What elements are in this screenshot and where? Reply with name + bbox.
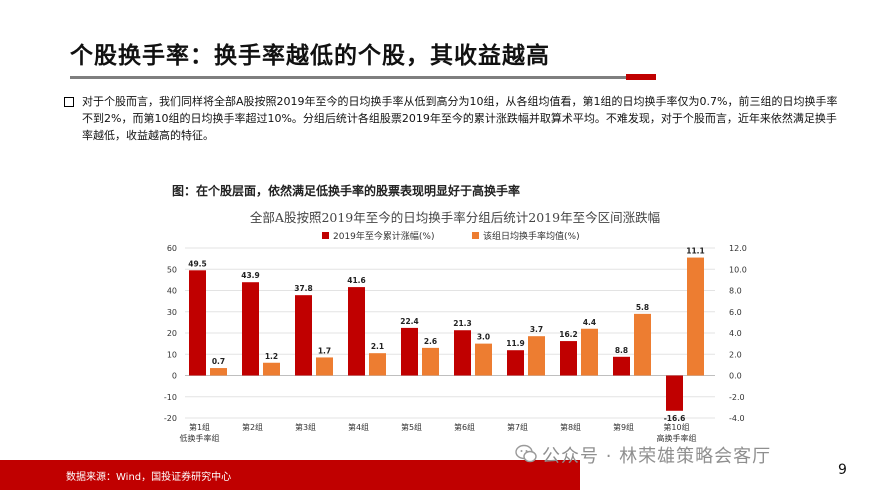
bar-turnover [210, 368, 227, 376]
legend-swatch-cumulative [322, 232, 329, 239]
data-label-turnover: 1.7 [318, 346, 331, 355]
bar-cumulative-return [454, 330, 471, 376]
y-left-tick-label: 40 [167, 287, 177, 296]
data-label-turnover: 2.6 [424, 337, 437, 346]
data-label-cumulative: 11.9 [506, 339, 525, 348]
x-category-label: 第9组 [613, 422, 634, 432]
y-left-tick-label: -10 [164, 393, 177, 402]
bar-turnover [528, 336, 545, 376]
y-right-tick-label: 2.0 [729, 350, 742, 359]
y-right-tick-label: 0.0 [729, 372, 742, 381]
bar-turnover [475, 343, 492, 376]
bar-cumulative-return [189, 270, 206, 376]
y-right-tick-label: -2.0 [729, 393, 745, 402]
bar-cumulative-return [348, 287, 365, 376]
data-label-cumulative: -16.6 [664, 414, 686, 423]
data-label-turnover: 4.4 [583, 318, 596, 327]
x-category-label: 第6组 [454, 422, 475, 432]
bullet-square-icon [64, 97, 74, 107]
data-label-cumulative: 16.2 [559, 330, 578, 339]
legend-swatch-turnover [472, 232, 479, 239]
data-label-turnover: 3.0 [477, 333, 490, 342]
bar-cumulative-return [401, 327, 418, 376]
y-right-tick-label: 12.0 [729, 244, 747, 253]
page-number: 9 [838, 462, 847, 478]
data-label-cumulative: 22.4 [400, 317, 419, 326]
x-category-label: 第1组 [189, 422, 210, 432]
x-category-sublabel: 高换手率组 [657, 433, 697, 443]
y-left-tick-label: 30 [167, 308, 177, 317]
y-right-tick-label: 8.0 [729, 287, 742, 296]
bar-cumulative-return [560, 341, 577, 376]
title-underline-accent [626, 74, 656, 80]
chart-title: 全部A股按照2019年至今的日均换手率分组后统计2019年至今区间涨跌幅 [250, 210, 660, 225]
data-source: 数据来源：Wind，国投证券研究中心 [66, 472, 232, 483]
slide-title: 个股换手率：换手率越低的个股，其收益越高 [70, 43, 550, 69]
y-left-tick-label: 50 [167, 265, 177, 274]
footer-bar [0, 460, 580, 490]
x-category-label: 第7组 [507, 422, 528, 432]
wechat-icon [515, 444, 537, 463]
bar-cumulative-return [242, 282, 259, 376]
data-label-turnover: 3.7 [530, 325, 543, 334]
data-label-turnover: 11.1 [686, 247, 705, 256]
bar-cumulative-return [507, 350, 524, 376]
data-label-turnover: 2.1 [371, 342, 384, 351]
x-category-label: 第3组 [295, 422, 316, 432]
y-left-tick-label: 10 [167, 350, 177, 359]
data-label-turnover: 1.2 [265, 352, 278, 361]
y-right-tick-label: 10.0 [729, 265, 747, 274]
data-label-turnover: 0.7 [212, 357, 225, 366]
x-category-label: 第10组 [663, 422, 689, 432]
bar-turnover [634, 313, 651, 376]
x-category-label: 第5组 [401, 422, 422, 432]
data-label-cumulative: 37.8 [294, 284, 313, 293]
figure-caption: 图：在个股层面，依然满足低换手率的股票表现明显好于高换手率 [172, 184, 521, 198]
legend-label-turnover: 该组日均换手率均值(%) [483, 230, 580, 242]
bar-turnover [263, 362, 280, 376]
x-category-label: 第8组 [560, 422, 581, 432]
legend-label-cumulative: 2019年至今累计涨幅(%) [333, 230, 434, 242]
y-left-tick-label: 0 [172, 372, 177, 381]
bar-cumulative-return [666, 375, 683, 411]
data-label-cumulative: 43.9 [241, 271, 260, 280]
y-right-tick-label: -4.0 [729, 414, 745, 423]
watermark-text: 公众号 · 林荣雄策略会客厅 [542, 446, 772, 467]
y-left-tick-label: -20 [164, 414, 177, 423]
bar-cumulative-return [613, 356, 630, 376]
x-category-label: 第4组 [348, 422, 369, 432]
title-underline [70, 76, 626, 79]
bar-turnover [316, 357, 333, 376]
bar-turnover [422, 347, 439, 376]
x-category-label: 第2组 [242, 422, 263, 432]
y-left-tick-label: 20 [167, 329, 177, 338]
y-right-tick-label: 4.0 [729, 329, 742, 338]
bar-turnover [369, 353, 386, 376]
bar-cumulative-return [295, 295, 312, 376]
data-label-turnover: 5.8 [636, 303, 649, 312]
data-label-cumulative: 41.6 [347, 276, 366, 285]
body-paragraph: 对于个股而言，我们同样将全部A股按照2019年至今的日均换手率从低到高分为10组… [82, 95, 838, 142]
y-right-tick-label: 6.0 [729, 308, 742, 317]
bar-turnover [687, 257, 704, 376]
data-label-cumulative: 8.8 [615, 346, 628, 355]
data-label-cumulative: 21.3 [453, 319, 472, 328]
x-category-sublabel: 低换手率组 [180, 433, 220, 443]
bar-turnover [581, 328, 598, 376]
y-left-tick-label: 60 [167, 244, 177, 253]
data-label-cumulative: 49.5 [188, 259, 207, 268]
